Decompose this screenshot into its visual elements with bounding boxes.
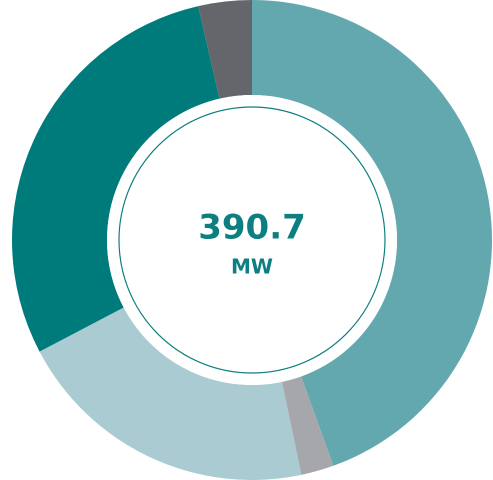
inner-ring — [118, 106, 386, 374]
center-value: 390.7 — [198, 208, 306, 248]
center-unit: MW — [231, 255, 273, 279]
donut-segment — [281, 376, 334, 475]
donut-segment — [39, 307, 302, 480]
donut-segment — [252, 0, 492, 466]
donut-segment — [11, 6, 220, 352]
donut-hole — [107, 95, 397, 385]
donut-segment — [198, 0, 252, 99]
segments — [11, 0, 492, 480]
